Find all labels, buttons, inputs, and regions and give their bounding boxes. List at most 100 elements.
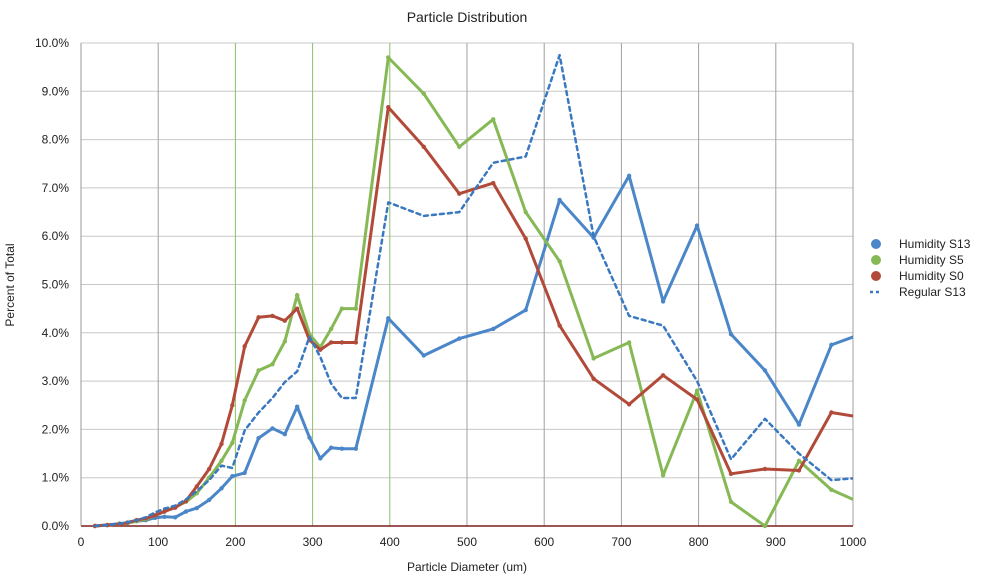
data-point <box>242 344 247 349</box>
data-point <box>694 388 700 393</box>
data-point <box>523 307 528 313</box>
data-point <box>206 466 212 472</box>
y-axis-label: Percent of Total <box>3 243 17 326</box>
legend-label: Humidity S5 <box>899 253 964 267</box>
data-point <box>219 486 224 491</box>
data-point <box>591 356 596 361</box>
data-point <box>728 499 734 505</box>
data-point <box>270 313 275 319</box>
data-point <box>796 458 802 463</box>
series-regular-s13 <box>93 53 853 528</box>
data-point <box>270 426 275 431</box>
data-point <box>318 347 323 352</box>
data-point <box>328 326 334 332</box>
legend: Humidity S13 Humidity S5 Humidity S0 Regula… <box>870 237 971 299</box>
data-point <box>328 445 334 450</box>
data-point <box>194 505 199 511</box>
x-tick-label: 0 <box>78 535 85 549</box>
legend-label: Humidity S0 <box>899 269 964 283</box>
data-point <box>829 410 834 415</box>
data-point <box>162 514 167 520</box>
data-point <box>728 332 734 337</box>
data-point <box>282 339 288 344</box>
data-point <box>796 468 802 473</box>
data-point <box>339 306 345 311</box>
y-tick-label: 9.0% <box>42 84 70 98</box>
data-point <box>762 523 768 529</box>
data-point <box>626 340 632 345</box>
y-tick-label: 6.0% <box>42 229 70 243</box>
data-point <box>318 456 323 461</box>
data-point <box>230 403 235 408</box>
data-point <box>523 209 528 215</box>
tick-labels: 0.0% 1.0% 2.0% 3.0% 4.0% 5.0% 6.0% 7.0% 8.0% 9.0%… <box>35 36 867 549</box>
data-point <box>829 342 834 348</box>
data-point <box>626 402 632 407</box>
data-point <box>172 515 178 520</box>
data-point <box>282 432 288 437</box>
x-tick-label: 100 <box>148 535 168 549</box>
data-point <box>256 315 261 320</box>
data-point <box>491 117 496 122</box>
data-point <box>557 197 562 203</box>
data-point <box>194 484 199 489</box>
data-point <box>328 340 334 345</box>
data-point <box>256 368 261 373</box>
data-point <box>557 259 562 264</box>
legend-label: Humidity S13 <box>899 237 971 251</box>
data-point <box>219 441 224 447</box>
data-point <box>353 306 359 311</box>
data-point <box>386 105 391 110</box>
y-tick-label: 0.0% <box>42 519 70 533</box>
data-point <box>206 497 212 503</box>
data-point <box>421 91 426 96</box>
data-point <box>294 306 300 311</box>
data-point <box>294 292 300 298</box>
data-point <box>270 361 275 367</box>
data-point <box>694 397 700 402</box>
data-point <box>660 473 666 478</box>
y-tick-label: 2.0% <box>42 422 70 436</box>
data-point <box>183 509 189 514</box>
data-point <box>457 191 462 196</box>
data-point <box>162 509 167 514</box>
y-tick-label: 5.0% <box>42 278 70 292</box>
data-point <box>307 435 312 440</box>
data-point <box>242 470 247 476</box>
series-humidity-s0 <box>92 105 863 529</box>
data-point <box>796 422 802 427</box>
data-point <box>282 318 288 323</box>
series-line <box>93 105 853 528</box>
data-point <box>523 236 528 241</box>
series-humidity-s13 <box>92 173 853 529</box>
x-tick-label: 300 <box>303 535 323 549</box>
data-point <box>294 404 300 409</box>
data-point <box>219 458 224 463</box>
x-axis-label: Particle Diameter (um) <box>407 560 527 574</box>
axes <box>80 43 853 527</box>
data-point <box>339 340 345 345</box>
x-tick-label: 600 <box>534 535 554 549</box>
series-humidity-s5 <box>92 55 863 529</box>
data-point <box>339 446 345 451</box>
data-point <box>859 415 863 419</box>
data-point <box>256 435 261 441</box>
legend-marker <box>871 239 881 249</box>
legend-marker <box>871 271 881 281</box>
data-point <box>859 501 863 505</box>
data-point <box>457 144 462 150</box>
x-tick-label: 400 <box>380 535 400 549</box>
data-point <box>421 144 426 150</box>
data-point <box>660 299 666 304</box>
data-point <box>230 440 235 446</box>
y-tick-label: 1.0% <box>42 471 70 485</box>
grid-lines <box>80 42 854 527</box>
series-line <box>93 56 853 528</box>
data-point <box>457 336 462 341</box>
data-point <box>353 340 359 345</box>
data-point <box>829 487 834 492</box>
data-point <box>694 223 700 228</box>
data-point <box>591 376 596 381</box>
data-point <box>491 326 496 332</box>
